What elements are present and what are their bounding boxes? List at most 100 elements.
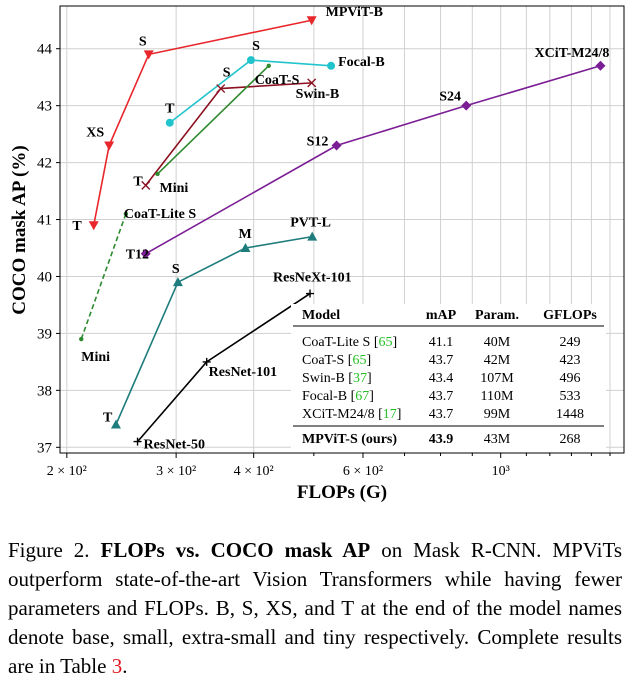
point-label: S <box>172 262 180 277</box>
data-point <box>110 419 121 429</box>
series-line <box>80 213 127 340</box>
data-point <box>595 60 606 71</box>
table-cell-model: XCiT-M24/8 [17] <box>302 407 401 422</box>
table-cell: 40M <box>484 335 511 350</box>
point-label: T <box>165 102 175 117</box>
chart: 37 38 39 40 41 42 43 44 2 × 10² 3 × 10² 4 × 10² 6 ×… <box>9 5 625 503</box>
caption-title-tail: on Mask R-CNN. <box>381 538 542 562</box>
data-point <box>306 16 317 26</box>
table-layer: Model mAP Param. GFLOPs CoaT-Lite S [65] 41.1… <box>291 304 606 452</box>
table-cell: 1448 <box>556 407 584 422</box>
caption-table-ref[interactable]: 3 <box>111 654 123 678</box>
caption-figure-number: Figure 2. <box>8 538 90 562</box>
y-tick-label: 40 <box>37 269 52 285</box>
data-point <box>331 140 342 151</box>
data-point <box>79 336 84 342</box>
point-label: XS <box>86 126 104 141</box>
point-label: XCiT-M24/8 <box>534 46 609 61</box>
figure-caption: Figure 2. FLOPs vs. COCO mask AP on Mask… <box>8 536 622 681</box>
x-tick-label: 2 × 10² <box>47 464 87 479</box>
series-line <box>156 65 270 175</box>
point-label: Mini <box>160 181 189 196</box>
point-label: ResNeXt-101 <box>273 271 352 286</box>
y-tick-label: 39 <box>37 326 52 342</box>
table-cell-model: CoaT-Lite S [65] <box>302 335 397 350</box>
series-line <box>145 82 312 186</box>
series-line <box>92 19 312 226</box>
x-tick-label: 3 × 10² <box>156 464 196 479</box>
table-ours-param: 43M <box>484 432 511 447</box>
table-cell-model: Focal-B [67] <box>302 389 374 404</box>
point-label: S24 <box>439 90 461 105</box>
data-point <box>306 289 315 298</box>
table-ours-gflops: 268 <box>560 432 581 447</box>
x-tick-label: 10³ <box>492 464 510 479</box>
caption-title: FLOPs vs. COCO mask AP <box>100 538 371 562</box>
point-label: S <box>252 39 260 54</box>
data-point <box>327 61 336 70</box>
data-point <box>240 243 251 253</box>
data-point <box>123 211 129 217</box>
y-tick-label: 37 <box>37 440 53 456</box>
table-cell: 43.7 <box>429 407 454 422</box>
table-cell-model: Swin-B [37] <box>302 371 372 386</box>
series-mpvit: T XS S MPViT-B <box>72 5 383 234</box>
y-tick-label: 41 <box>37 213 52 229</box>
data-point <box>143 50 154 60</box>
series-coat: Mini CoaT-S <box>155 63 300 196</box>
data-point <box>133 437 142 446</box>
point-label: ResNet-101 <box>209 365 277 380</box>
data-point <box>307 231 318 241</box>
table-cell: 41.1 <box>429 335 454 350</box>
point-label: CoaT-Lite S <box>124 207 196 222</box>
table-cell: 249 <box>560 335 581 350</box>
table-cell: 110M <box>481 389 514 404</box>
point-label: T <box>133 174 143 189</box>
point-label: S12 <box>307 135 329 150</box>
data-point <box>461 100 472 111</box>
data-point <box>216 84 226 94</box>
point-label: PVT-L <box>290 216 331 231</box>
data-point <box>104 141 115 151</box>
series-swin: T S Swin-B <box>133 66 339 190</box>
point-label: CoaT-S <box>255 73 300 88</box>
table-background <box>291 304 606 452</box>
data-point <box>155 171 160 177</box>
point-label: T <box>72 219 82 234</box>
point-label: ResNet-50 <box>144 438 205 453</box>
data-point <box>246 56 255 65</box>
x-axis-label: FLOPs (G) <box>297 482 387 503</box>
data-point <box>140 248 151 259</box>
x-tick-label: 6 × 10² <box>343 464 383 479</box>
point-label: MPViT-B <box>326 5 383 20</box>
caption-body: MPViTs outperform state-of-the-art Visio… <box>8 538 623 678</box>
table-cell: 107M <box>480 371 514 386</box>
point-label: T12 <box>126 248 149 263</box>
x-tick-label: 4 × 10² <box>234 464 274 479</box>
table-cell-model: CoaT-S [65] <box>302 353 371 368</box>
data-point <box>202 357 211 366</box>
series-xcit: T12 S12 S24 XCiT-M24/8 <box>126 46 610 263</box>
table-ours-map: 43.9 <box>429 432 454 447</box>
data-point <box>266 63 271 68</box>
table-cell: 423 <box>560 353 581 368</box>
point-label: S <box>223 66 231 81</box>
y-tick-label: 42 <box>37 156 52 172</box>
y-tick-label: 44 <box>37 42 53 58</box>
series-pvt: T S M PVT-L <box>103 216 331 429</box>
table-cell: 533 <box>560 389 581 404</box>
y-tick-label: 43 <box>37 99 52 115</box>
table-header: Model <box>302 308 340 323</box>
table-ours-model: MPViT-S (ours) <box>302 432 397 447</box>
caption-end: . <box>122 654 128 678</box>
table-header: mAP <box>426 308 457 323</box>
point-label: Swin-B <box>296 87 340 102</box>
series-resnet: ResNet-50 ResNet-101 ResNeXt-101 <box>133 271 352 453</box>
axes: 37 38 39 40 41 42 43 44 2 × 10² 3 × 10² 4 × 10² 6 ×… <box>37 42 611 479</box>
series-line <box>145 65 601 255</box>
y-axis-label: COCO mask AP (%) <box>9 145 30 314</box>
point-label: Mini <box>81 350 110 365</box>
point-label: T <box>103 411 113 426</box>
y-tick-label: 38 <box>37 383 52 399</box>
plot-frame <box>59 5 625 454</box>
